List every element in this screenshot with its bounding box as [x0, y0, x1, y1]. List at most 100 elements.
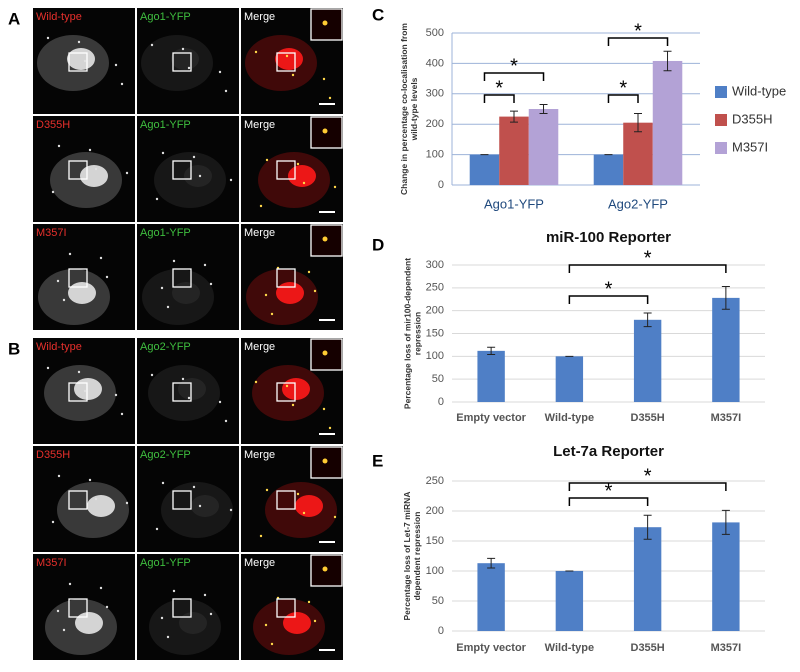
x-tick-label: D355H	[631, 412, 665, 424]
puncta	[125, 501, 129, 505]
puncta	[291, 73, 295, 77]
zoom-box	[172, 52, 192, 72]
zoom-box	[68, 598, 88, 618]
micrograph: Merge	[241, 446, 343, 552]
y-tick-label: 150	[426, 327, 444, 339]
puncta	[51, 190, 55, 194]
bar	[555, 356, 584, 402]
y-tick-label: 250	[426, 475, 444, 487]
puncta	[46, 36, 50, 40]
image-label: Ago2-YFP	[140, 341, 191, 353]
x-tick-label: Ago1-YFP	[484, 196, 544, 211]
puncta	[88, 148, 92, 152]
legend-label: M357I	[732, 139, 768, 154]
puncta	[259, 204, 263, 208]
nucleus	[295, 495, 323, 517]
nucleus	[275, 48, 303, 70]
image-bg	[33, 224, 135, 330]
nucleus	[172, 282, 200, 304]
cell	[154, 152, 226, 208]
zoom-box	[68, 52, 88, 72]
bar	[555, 571, 584, 631]
nucleus	[276, 282, 304, 304]
x-tick-label: Wild-type	[545, 412, 594, 424]
nucleus	[68, 282, 96, 304]
image-label: Merge	[244, 11, 275, 23]
image-label: Ago1-YFP	[140, 227, 191, 239]
puncta	[328, 96, 332, 100]
cell	[149, 599, 221, 655]
zoom-box	[68, 160, 88, 180]
zoom-box	[68, 268, 88, 288]
inset-spot	[322, 236, 328, 242]
micrograph: Merge	[241, 116, 343, 222]
puncta	[120, 82, 124, 86]
chart-title: Let-7a Reporter	[553, 443, 664, 460]
micrograph: M357I	[33, 554, 135, 660]
x-tick-label: Empty vector	[456, 642, 526, 654]
puncta	[198, 174, 202, 178]
error-bar	[510, 110, 518, 123]
puncta	[285, 54, 289, 58]
puncta	[155, 527, 159, 531]
y-axis-label: Change in percentage co-localisation fro…	[399, 23, 419, 195]
significance-star: *	[619, 77, 627, 99]
bar	[477, 563, 505, 631]
y-tick-label: 400	[426, 57, 444, 69]
puncta	[160, 286, 164, 290]
puncta	[172, 259, 176, 263]
puncta	[198, 504, 202, 508]
puncta	[68, 582, 72, 586]
nucleus	[87, 495, 115, 517]
puncta	[88, 478, 92, 482]
zoom-box	[68, 490, 88, 510]
significance-star: *	[605, 480, 613, 502]
puncta	[291, 403, 295, 407]
image-label: M357I	[36, 557, 67, 569]
puncta	[203, 593, 207, 597]
nucleus	[74, 378, 102, 400]
error-bar	[721, 509, 730, 535]
zoom-box	[276, 490, 296, 510]
panel-letter: A	[8, 9, 20, 28]
puncta	[187, 396, 191, 400]
significance-bracket	[568, 482, 727, 491]
significance-star: *	[605, 278, 613, 300]
nucleus	[178, 378, 206, 400]
puncta	[172, 589, 176, 593]
puncta	[296, 162, 300, 166]
bar	[623, 122, 653, 185]
puncta	[224, 89, 228, 93]
inset-spot	[322, 128, 328, 134]
puncta	[166, 635, 170, 639]
puncta	[302, 181, 306, 185]
puncta	[264, 293, 268, 297]
puncta	[83, 389, 87, 393]
puncta	[46, 366, 50, 370]
nucleus	[283, 612, 311, 634]
bar	[712, 522, 740, 631]
nucleus	[191, 495, 219, 517]
micrograph: Ago1-YFP	[137, 554, 239, 660]
zoom-box	[276, 382, 296, 402]
y-tick-label: 0	[438, 179, 444, 191]
puncta	[57, 144, 61, 148]
puncta	[99, 256, 103, 260]
puncta	[296, 492, 300, 496]
puncta	[99, 586, 103, 590]
micrograph: Ago1-YFP	[137, 224, 239, 330]
puncta	[307, 600, 311, 604]
y-tick-label: 50	[432, 373, 444, 385]
puncta	[56, 609, 60, 613]
image-label: Merge	[244, 341, 275, 353]
puncta	[265, 488, 269, 492]
zoom-box	[172, 490, 192, 510]
puncta	[322, 77, 326, 81]
puncta	[192, 155, 196, 159]
micrograph: Merge	[241, 224, 343, 330]
nucleus	[80, 165, 108, 187]
puncta	[105, 605, 109, 609]
puncta	[203, 263, 207, 267]
puncta	[62, 628, 66, 632]
zoom-box	[172, 160, 192, 180]
